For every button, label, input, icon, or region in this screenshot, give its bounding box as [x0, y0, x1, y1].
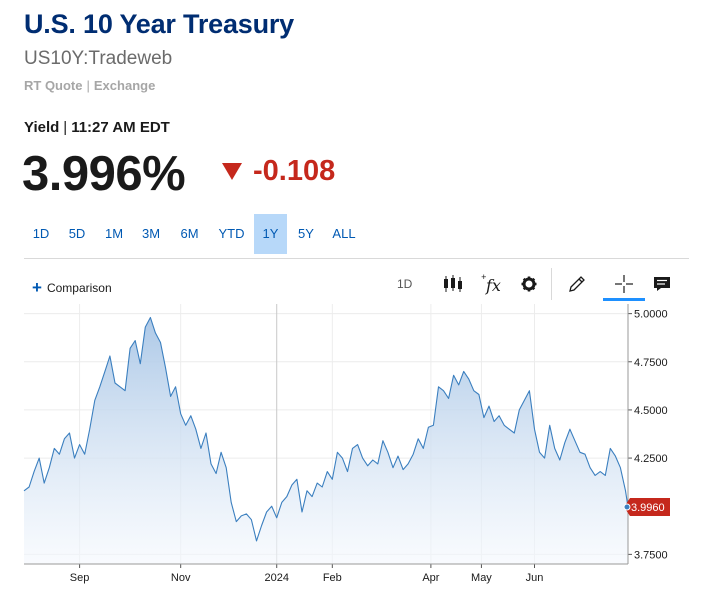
add-comparison-button[interactable]: + Comparison [32, 278, 112, 298]
chart-toolbar: + Comparison 1D + fx [24, 266, 689, 302]
time-range-tabs: 1D 5D 1M 3M 6M YTD 1Y 5Y ALL [24, 214, 363, 254]
y-tick-label: 4.5000 [634, 405, 668, 417]
yield-timestamp-row: Yield | 11:27 AM EDT [24, 119, 170, 136]
price-change: -0.108 [253, 155, 336, 187]
range-tab-1d[interactable]: 1D [32, 226, 50, 241]
range-tab-1y[interactable]: 1Y [254, 214, 287, 254]
yield-chart[interactable]: 5.0000 4.7500 4.5000 4.2500 3.7500 Sep Nov 2024… [0, 302, 703, 603]
svg-text:fx: fx [485, 276, 501, 295]
x-tick-label: Apr [422, 572, 439, 584]
header-divider [24, 258, 689, 259]
function-fx-icon[interactable]: + fx [479, 272, 503, 296]
symbol-subtitle: US10Y:Tradeweb [24, 48, 173, 69]
y-tick-label: 5.0000 [634, 309, 668, 321]
y-tick-label: 4.2500 [634, 453, 668, 465]
last-value-label: 3.9960 [631, 502, 665, 514]
plus-icon: + [32, 278, 42, 297]
quote-source: Exchange [93, 78, 156, 93]
active-tool-indicator [603, 298, 645, 301]
down-arrow-icon [222, 163, 242, 180]
last-value-badge: 3.9960 [623, 497, 670, 516]
meta-separator: | [86, 78, 90, 93]
yield-separator: | [63, 119, 68, 136]
range-tab-ytd[interactable]: YTD [218, 226, 245, 241]
quote-time: 11:27 AM EDT [71, 119, 170, 136]
y-tick-label: 4.7500 [634, 357, 668, 369]
candlestick-icon[interactable] [441, 272, 465, 296]
current-price: 3.996% [22, 147, 186, 201]
range-tab-3m[interactable]: 3M [141, 226, 161, 241]
x-tick-label: May [471, 572, 492, 584]
gear-icon[interactable] [517, 272, 541, 296]
range-tab-all[interactable]: ALL [332, 226, 356, 241]
range-tab-1m[interactable]: 1M [104, 226, 124, 241]
x-tick-label: Nov [171, 572, 191, 584]
x-tick-label: Feb [323, 572, 342, 584]
last-value-dot [623, 503, 631, 511]
series-area [24, 317, 628, 564]
range-tab-6m[interactable]: 6M [180, 226, 199, 241]
quote-type: RT Quote [24, 78, 83, 93]
x-tick-label: 2024 [264, 572, 288, 584]
yield-label: Yield [24, 119, 60, 136]
quote-meta: RT Quote | Exchange [24, 78, 155, 93]
range-tab-5d[interactable]: 5D [68, 226, 86, 241]
toolbar-separator [551, 268, 552, 300]
page-title: U.S. 10 Year Treasury [24, 9, 294, 39]
y-tick-label: 3.7500 [634, 549, 668, 561]
range-tab-5y[interactable]: 5Y [298, 226, 314, 241]
chart-area-fill [23, 316, 629, 564]
chat-comment-icon[interactable] [650, 272, 674, 296]
pencil-draw-icon[interactable] [565, 272, 589, 296]
interval-button[interactable]: 1D [397, 277, 413, 291]
crosshair-icon[interactable] [612, 272, 636, 296]
x-tick-label: Jun [526, 572, 544, 584]
x-tick-label: Sep [70, 572, 90, 584]
comparison-label: Comparison [46, 281, 112, 295]
svg-text:+: + [481, 273, 486, 282]
last-value-badge-bg [624, 497, 670, 516]
series-line [23, 316, 629, 542]
chart-axes: 5.0000 4.7500 4.5000 4.2500 3.7500 Sep Nov 2024… [24, 304, 670, 584]
